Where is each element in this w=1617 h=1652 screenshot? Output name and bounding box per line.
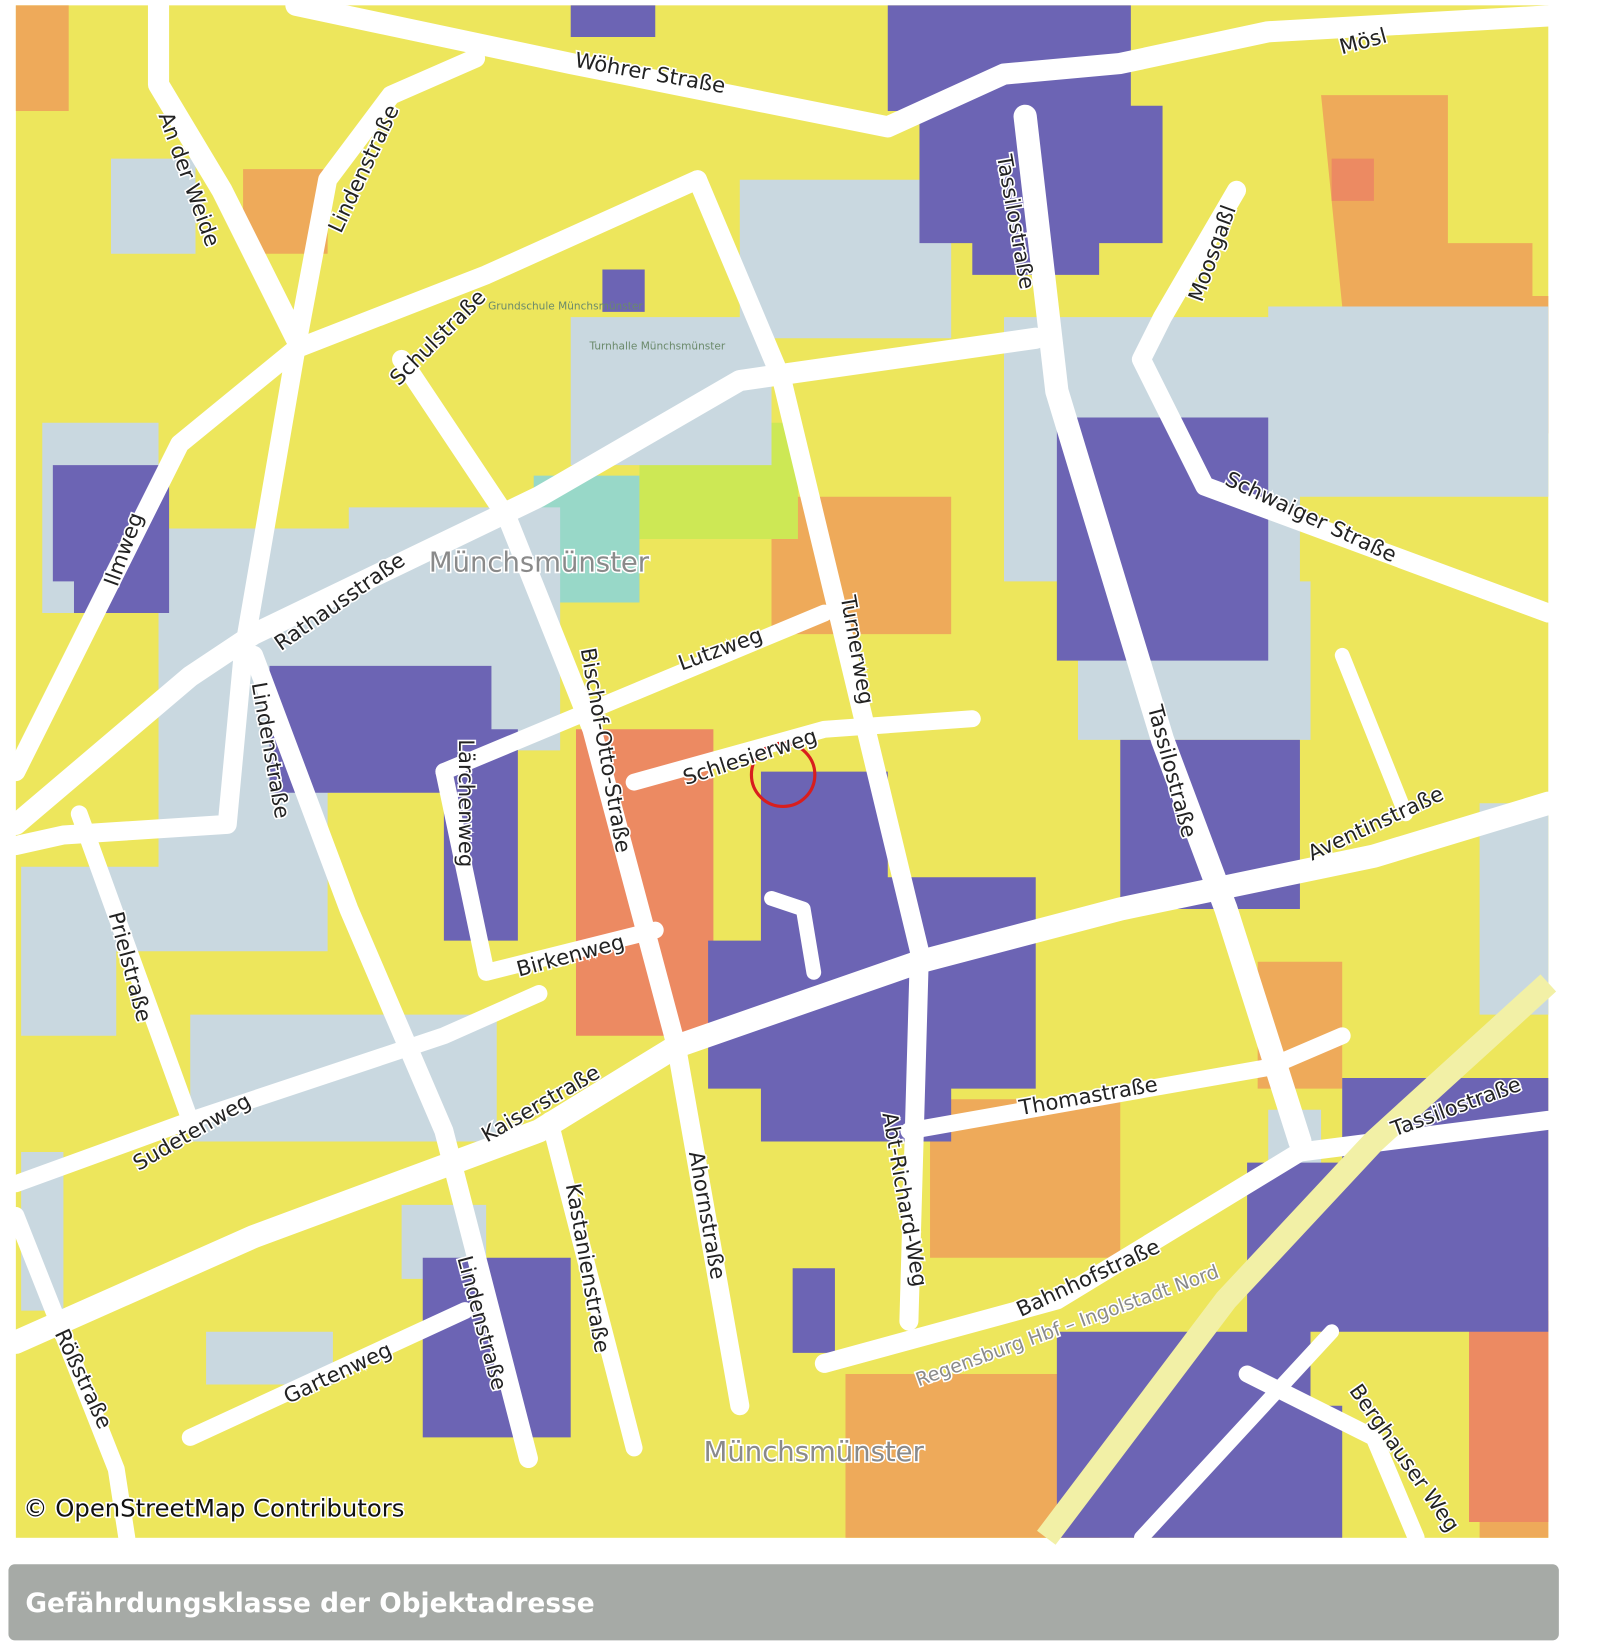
street-label: Grundschule Münchsmünster bbox=[488, 301, 643, 313]
street-label: Turnhalle Münchsmünster bbox=[588, 341, 725, 353]
panel-title: Gefährdungsklasse der Objektadresse bbox=[25, 1588, 594, 1619]
panel-header bbox=[8, 1564, 1559, 1641]
roads bbox=[4, 0, 1560, 1547]
street-label: Münchsmünster bbox=[429, 547, 650, 578]
hazard-zones bbox=[15, 5, 1549, 1538]
street-label: Münchsmünster bbox=[704, 1437, 925, 1468]
street-label: Lärchenweg bbox=[454, 739, 479, 867]
attribution: © OpenStreetMap Contributors bbox=[23, 1494, 404, 1523]
object-marker bbox=[749, 741, 817, 809]
